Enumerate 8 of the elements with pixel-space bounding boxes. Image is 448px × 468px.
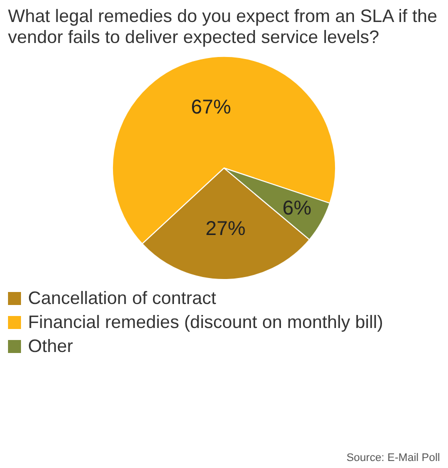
legend-label: Other xyxy=(28,336,74,357)
source-note: Source: E-Mail Poll xyxy=(346,452,440,464)
legend-label: Cancellation of contract xyxy=(28,288,216,309)
data-label: 6% xyxy=(282,197,312,220)
chart-title: What legal remedies do you expect from an SLA if the vendor fails to deliver expected service levels? xyxy=(7,5,438,48)
data-label: 67% xyxy=(191,96,232,119)
legend-label: Financial remedies (discount on monthly bill) xyxy=(28,312,384,333)
data-label: 27% xyxy=(205,218,246,240)
